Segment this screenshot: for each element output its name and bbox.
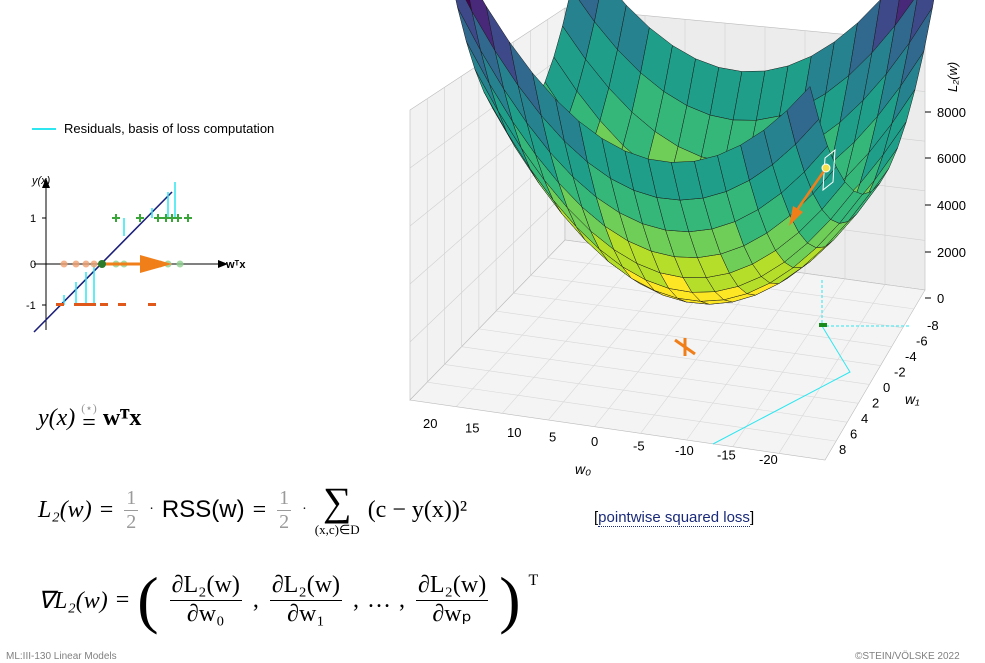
- projected-point: [60, 260, 68, 268]
- w0-tick-label: -15: [717, 448, 736, 463]
- z-axis-label: L₂(w): [945, 62, 960, 92]
- w0-tick-label: 15: [465, 421, 479, 436]
- w1-tick-label: -6: [916, 334, 928, 349]
- w0-tick-label: -20: [759, 452, 778, 467]
- negative-class-point: [56, 303, 64, 306]
- minimum-marker: [674, 338, 696, 356]
- loss-surface: [455, 0, 935, 305]
- eq2-half: 1 2: [124, 486, 139, 533]
- w0-tick-label: 20: [423, 416, 437, 431]
- w1-tick-label: 0: [883, 380, 890, 395]
- pointwise-loss-link[interactable]: pointwise squared loss: [598, 509, 750, 527]
- eq2-rss: RSS(w): [161, 496, 245, 523]
- small-residual-plot: 1 0 -1 y(x) wᵀx: [26, 175, 246, 333]
- negative-class-point: [118, 303, 126, 306]
- eq2-term: (c − y(x))²: [367, 496, 468, 523]
- eq2-lhs: L₂(w): [38, 496, 92, 523]
- negative-class-point: [148, 303, 156, 306]
- projection-floor: [712, 325, 851, 445]
- z-tick-label: 6000: [937, 151, 966, 166]
- w1-tick-label: -8: [927, 318, 939, 333]
- footer-left: ML:III-130 Linear Models: [6, 651, 117, 662]
- projected-point: [90, 260, 98, 268]
- negative-class-point: [82, 303, 90, 306]
- w0-tick-label: 5: [549, 430, 556, 445]
- w1-tick-label: 4: [861, 411, 868, 426]
- ytick-m1: -1: [26, 300, 36, 312]
- current-weight-point: [821, 163, 831, 173]
- ytick-0: 0: [30, 259, 36, 271]
- small-xlabel: wᵀx: [225, 259, 246, 271]
- w1-tick-label: 8: [839, 442, 846, 457]
- equation-model: y(x) (⋆) = wᵀx: [38, 401, 142, 436]
- footer-right: ©STEIN/VÖLSKE 2022: [855, 651, 960, 662]
- w1-tick-label: -2: [894, 365, 906, 380]
- pointwise-loss-note[interactable]: [pointwise squared loss]: [594, 509, 755, 527]
- equation-gradient: ∇L₂(w) = ( ∂L₂(w) ∂w₀, ∂L₂(w) ∂w₁, …, ∂L₂(…: [38, 564, 539, 635]
- surface-cell: [786, 86, 820, 145]
- small-ylabel: y(x): [31, 175, 51, 187]
- eq1-rhs: wᵀx: [102, 404, 142, 431]
- w0-axis-label: w₀: [575, 461, 591, 477]
- legend: Residuals, basis of loss computation: [32, 121, 274, 136]
- y-axis-arrow: [42, 178, 50, 188]
- w1-axis-label: w₁: [905, 391, 920, 407]
- negative-class-point: [100, 303, 108, 306]
- w0-tick-label: 10: [507, 425, 521, 440]
- eq2-half-2: 1 2: [277, 486, 292, 533]
- w1-tick-label: 6: [850, 427, 857, 442]
- origin-point: [98, 260, 106, 268]
- z-tick-label: 0: [937, 291, 944, 306]
- eq2-sum: ∑ (x,c)∈D: [314, 479, 360, 538]
- z-tick-label: 4000: [937, 198, 966, 213]
- eq3-lhs: ∇L₂(w): [38, 587, 108, 614]
- w0-tick-label: 0: [591, 434, 598, 449]
- equation-loss: L₂(w) = 1 2 · RSS(w) = 1 2 · ∑ (x,c)∈D (…: [38, 479, 468, 538]
- w0-tick-label: -10: [675, 443, 694, 458]
- gradient-arrow: [140, 255, 172, 273]
- negative-class-point: [88, 303, 96, 306]
- legend-swatch: [32, 127, 56, 130]
- x-axis-arrow: [218, 260, 228, 268]
- projected-point: [72, 260, 80, 268]
- z-tick-label: 2000: [937, 245, 966, 260]
- eq1-star: (⋆): [81, 401, 97, 415]
- tangent-plane: [822, 148, 836, 192]
- z-tick-label: 8000: [937, 105, 966, 120]
- w1-tick-label: 2: [872, 396, 879, 411]
- eq1-lhs: y(x): [38, 404, 76, 431]
- ytick-1: 1: [30, 213, 36, 225]
- surface-gradient-arrow: [795, 167, 828, 211]
- projected-point: [176, 260, 184, 268]
- w0-tick-label: -5: [633, 439, 645, 454]
- legend-label: Residuals, basis of loss computation: [64, 121, 275, 136]
- projection-marker: [819, 323, 827, 327]
- negative-class-point: [74, 303, 82, 306]
- w1-tick-label: -4: [905, 349, 917, 364]
- projected-point: [82, 260, 90, 268]
